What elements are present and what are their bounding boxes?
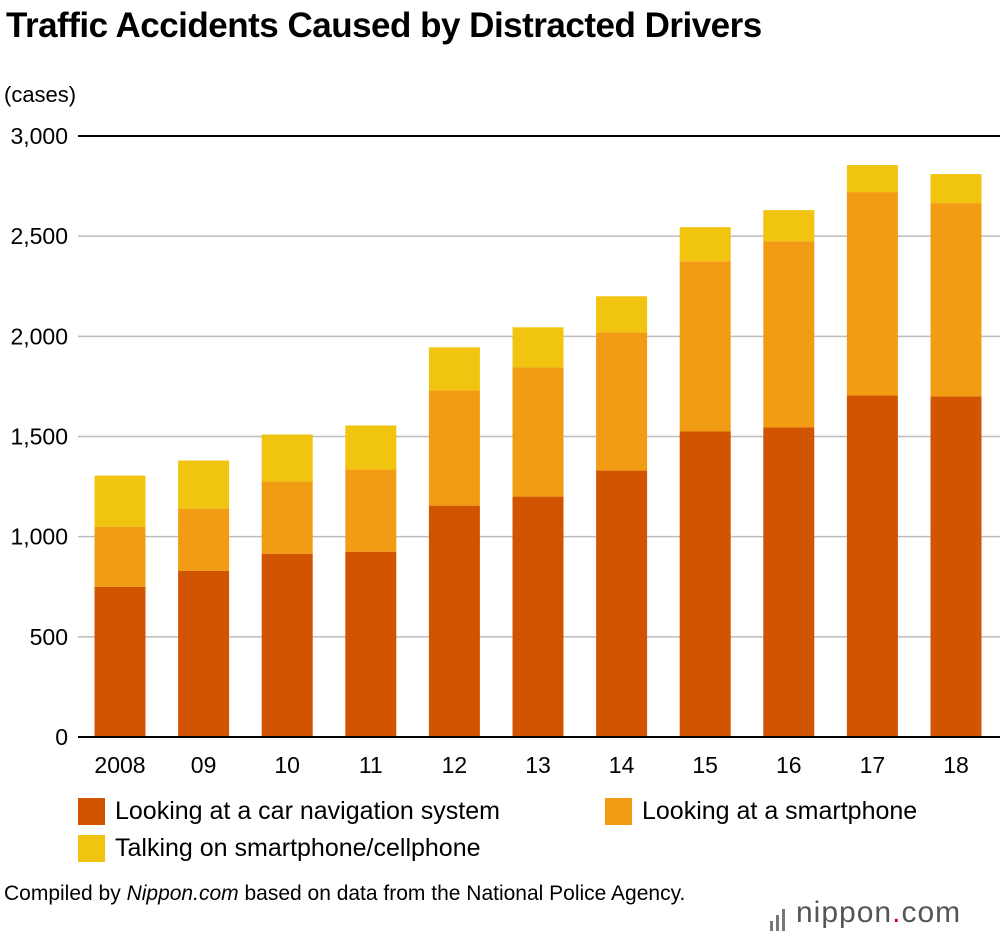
- brand-logo: nippon.com: [770, 896, 962, 932]
- bar-segment-car-navigation: [345, 551, 397, 737]
- brand-dot: .: [892, 896, 902, 929]
- legend-swatch-car-navigation: [78, 798, 105, 825]
- chart-title: Traffic Accidents Caused by Distracted D…: [6, 6, 762, 45]
- bar-segment-smartphone: [261, 481, 313, 554]
- x-tick-label: 16: [776, 752, 802, 778]
- x-tick-label: 18: [943, 752, 969, 778]
- bar-segment-talking: [428, 347, 480, 391]
- bar-segment-car-navigation: [178, 570, 230, 737]
- x-tick-label: 10: [274, 752, 300, 778]
- bar-segment-car-navigation: [846, 395, 898, 737]
- y-tick-label: 2,000: [10, 323, 68, 349]
- x-tick-label: 2008: [94, 752, 145, 778]
- legend-label-talking: Talking on smartphone/cellphone: [115, 834, 481, 862]
- source-prefix: Compiled by: [4, 882, 127, 905]
- y-tick-label: 500: [30, 624, 68, 650]
- bar-segment-car-navigation: [763, 427, 815, 737]
- bar-segment-smartphone: [679, 261, 731, 432]
- bar-segment-smartphone: [930, 203, 982, 397]
- y-tick-label: 0: [55, 724, 68, 750]
- bar-segment-smartphone: [345, 469, 397, 552]
- y-axis-unit-label: (cases): [4, 82, 77, 107]
- source-site: Nippon.com: [126, 882, 239, 905]
- x-tick-label: 17: [860, 752, 886, 778]
- bar-segment-car-navigation: [596, 470, 648, 737]
- brand-bars-icon: [770, 897, 788, 932]
- legend-swatch-talking: [78, 835, 105, 862]
- bar-segment-car-navigation: [94, 586, 146, 737]
- bar-segment-smartphone: [846, 192, 898, 396]
- bar-segment-smartphone: [428, 390, 480, 506]
- bar-segment-car-navigation: [930, 396, 982, 737]
- bar-segment-talking: [512, 327, 564, 368]
- bar-segment-talking: [596, 296, 648, 333]
- bar-segment-talking: [345, 425, 397, 470]
- bar-segment-car-navigation: [428, 505, 480, 737]
- bar-segment-talking: [763, 210, 815, 242]
- bar-segment-car-navigation: [512, 496, 564, 737]
- bar-segment-smartphone: [763, 241, 815, 428]
- bar-segment-smartphone: [512, 367, 564, 497]
- x-tick-label: 14: [609, 752, 635, 778]
- x-tick-label: 11: [359, 752, 383, 778]
- x-tick-label: 15: [692, 752, 718, 778]
- brand-tld: com: [901, 896, 962, 929]
- source-note: Compiled by Nippon.com based on data fro…: [4, 880, 764, 908]
- legend-item-talking: Talking on smartphone/cellphone: [78, 834, 481, 863]
- legend-swatch-smartphone: [605, 798, 632, 825]
- bar-segment-smartphone: [596, 332, 648, 471]
- bar-segment-talking: [178, 460, 230, 509]
- source-suffix: based on data from the National Police A…: [238, 882, 686, 905]
- legend-label-smartphone: Looking at a smartphone: [642, 797, 918, 825]
- x-tick-label: 12: [442, 752, 468, 778]
- legend-item-car-navigation: Looking at a car navigation system: [78, 797, 500, 826]
- y-tick-label: 1,500: [10, 424, 68, 450]
- bar-segment-talking: [846, 165, 898, 193]
- bar-segment-car-navigation: [679, 431, 731, 737]
- brand-name: nippon: [796, 896, 893, 929]
- legend-item-smartphone: Looking at a smartphone: [605, 797, 917, 826]
- y-tick-label: 3,000: [10, 123, 68, 149]
- bar-segment-talking: [94, 475, 146, 527]
- bar-segment-smartphone: [94, 526, 146, 587]
- x-tick-label: 13: [525, 752, 551, 778]
- bar-segment-talking: [679, 227, 731, 262]
- bar-segment-talking: [930, 174, 982, 204]
- y-tick-label: 1,000: [10, 524, 68, 550]
- y-tick-label: 2,500: [10, 223, 68, 249]
- legend-label-car-navigation: Looking at a car navigation system: [115, 797, 500, 825]
- bar-segment-car-navigation: [261, 553, 313, 737]
- x-tick-label: 09: [191, 752, 217, 778]
- stacked-bar-chart: 0 500 1,000 1,500 2,000 2,500 3,000 2008 09 10 11 1…: [10, 123, 1000, 778]
- bar-segment-smartphone: [178, 508, 230, 571]
- bar-segment-talking: [261, 434, 313, 482]
